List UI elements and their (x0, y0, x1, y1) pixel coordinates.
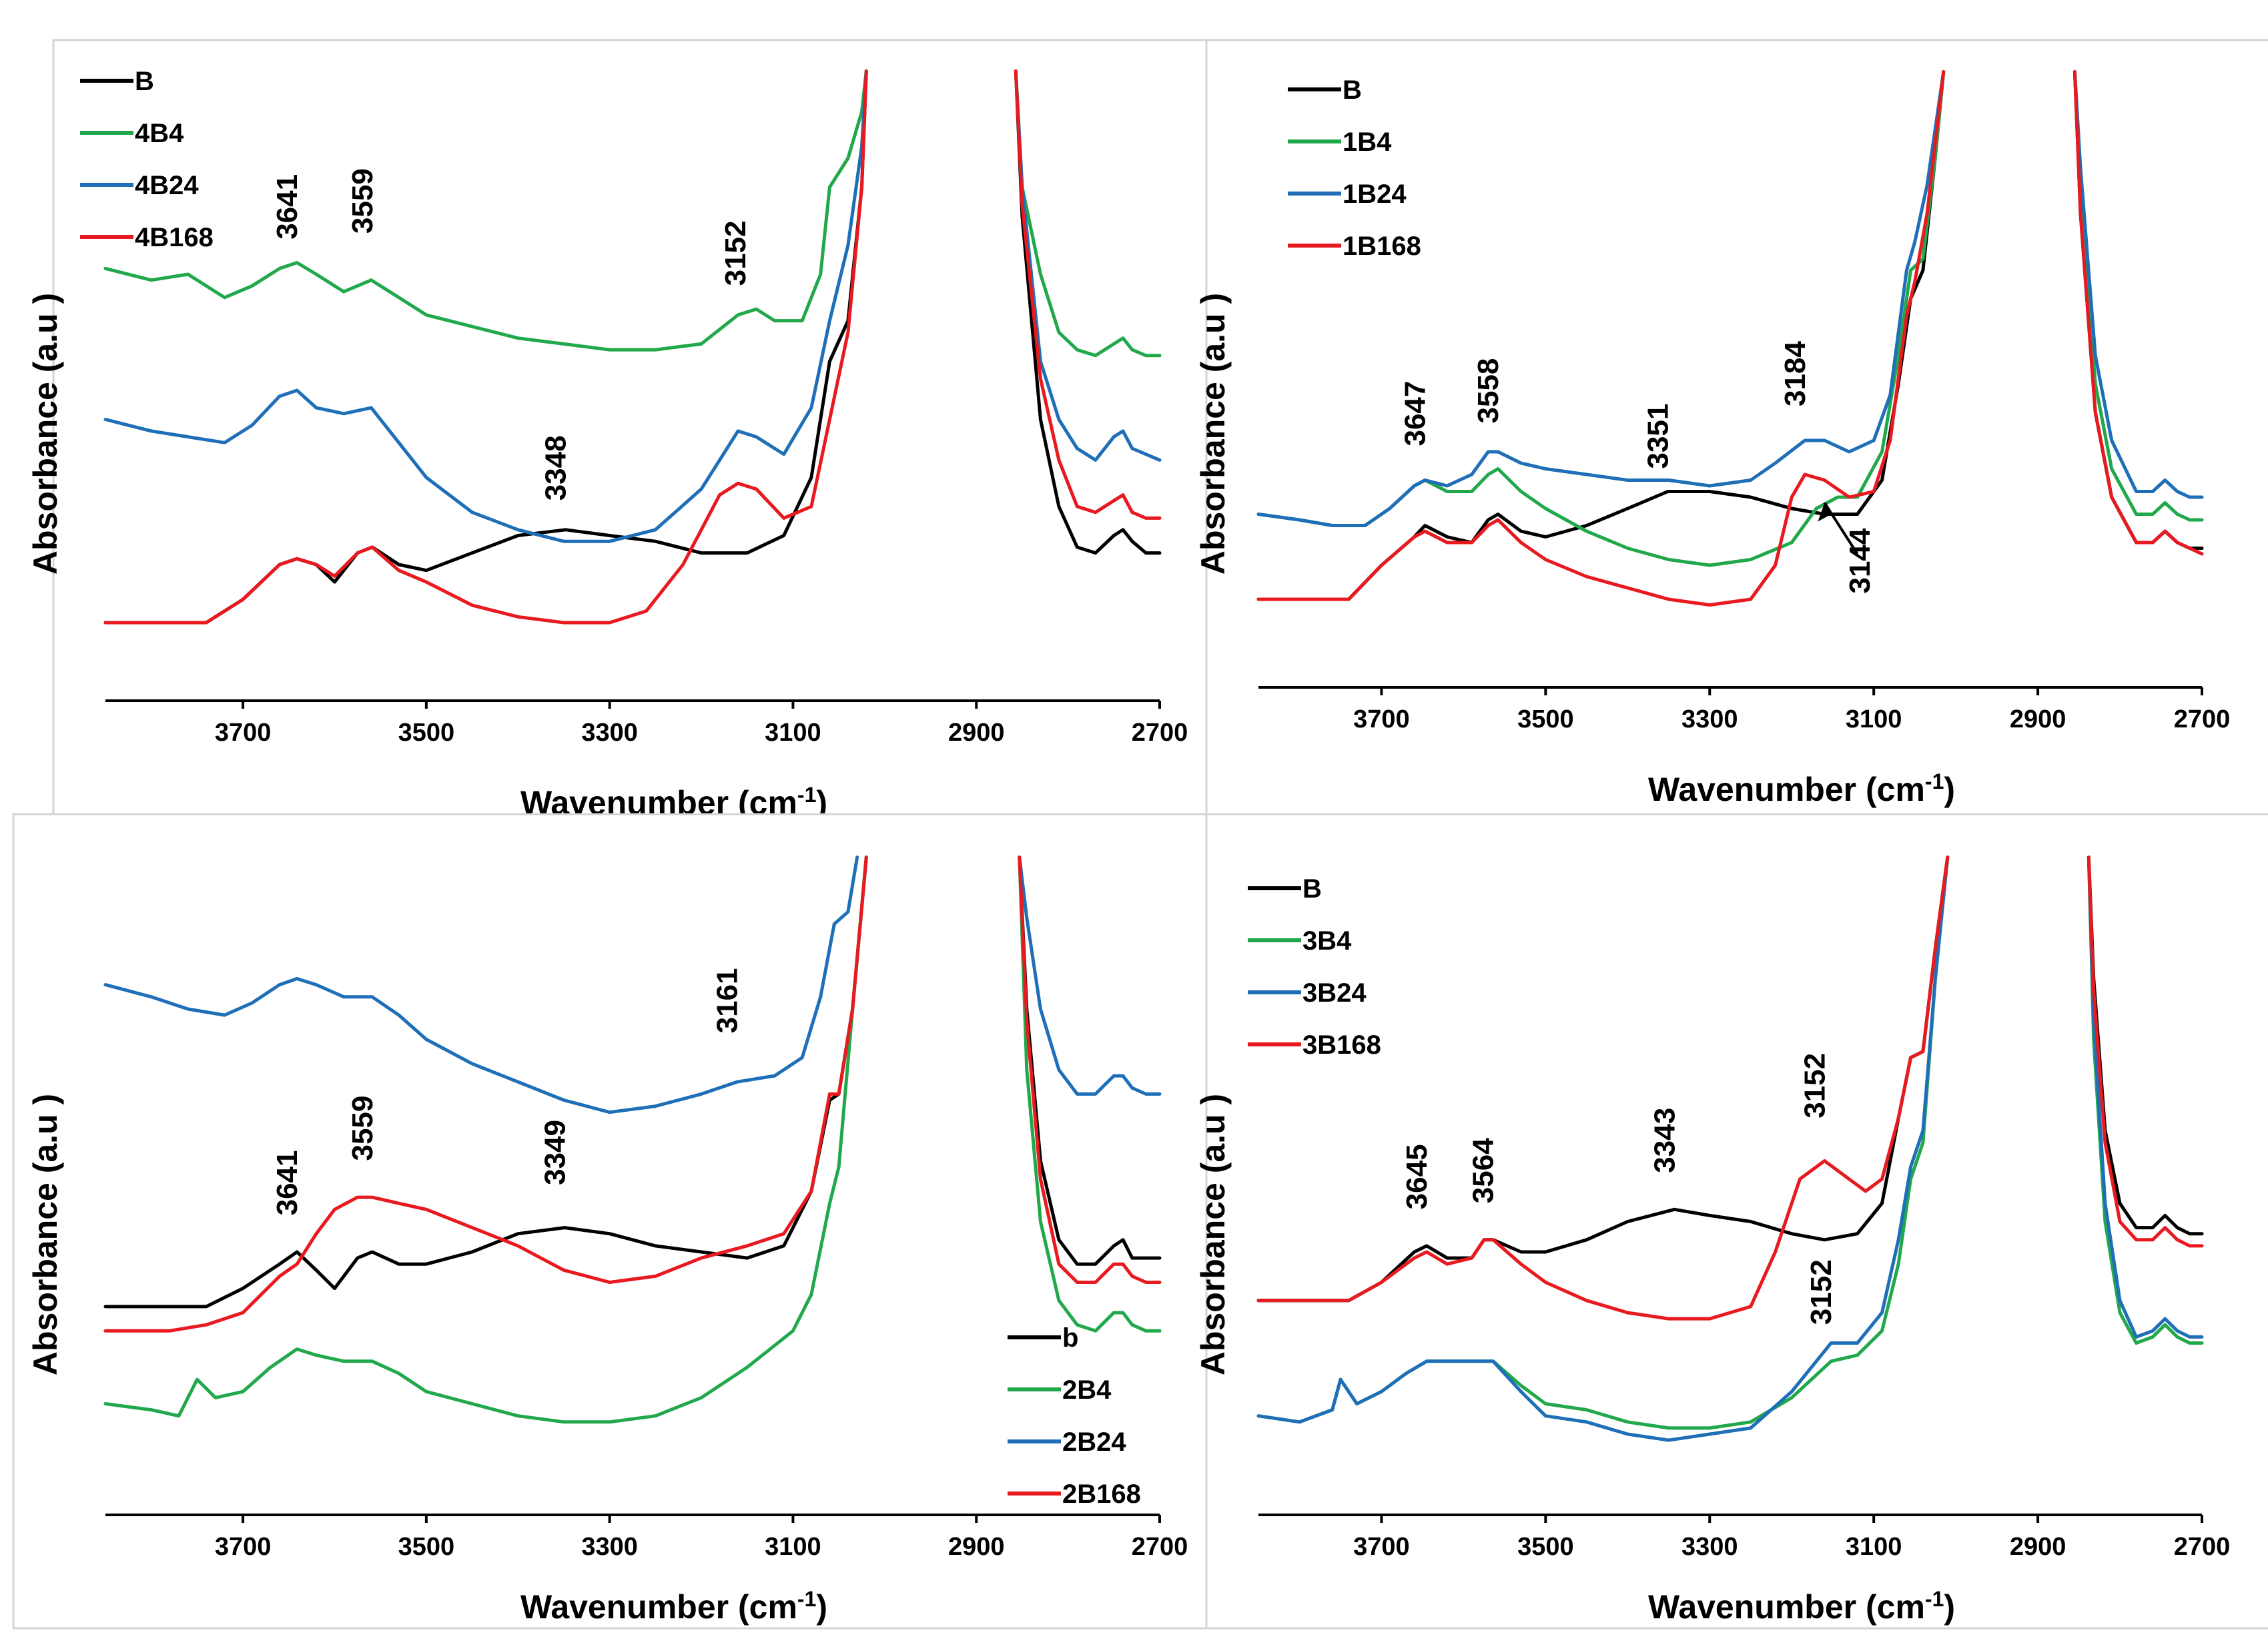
peak-label-3647: 3647 (1399, 381, 1432, 446)
x-tick-label: 2900 (948, 719, 1005, 747)
series-line-2B168-tail (1018, 856, 1162, 1284)
x-tick-label: 3100 (1846, 1533, 1902, 1561)
peak-label-3558: 3558 (1472, 358, 1505, 424)
peak-label-3351: 3351 (1642, 404, 1675, 469)
x-tick-label: 3500 (398, 1533, 455, 1561)
series-line-2B24 (103, 856, 859, 1114)
x-tick-label: 3500 (1517, 1533, 1574, 1561)
series-line-1B24-tail (2072, 70, 2204, 499)
series-line-B-tail (1014, 69, 1162, 555)
peak-label-3152: 3152 (1805, 1259, 1838, 1325)
x-tick-label: 3700 (1353, 1533, 1410, 1561)
series-line-1B24 (1256, 70, 1946, 527)
x-tick-label: 3500 (1517, 705, 1574, 733)
peak-label-3641: 3641 (271, 174, 304, 240)
panel-frame (1205, 39, 2268, 815)
x-tick-label: 3700 (215, 1533, 272, 1561)
legend-label-3B24: 3B24 (1302, 978, 1367, 1008)
x-axis-title: Wavenumber (cm-1) (520, 1587, 827, 1626)
peak-label-3645: 3645 (1401, 1144, 1433, 1209)
y-axis-title: Absorbance (a.u ) (27, 293, 64, 575)
series-line-1B168-tail (2072, 70, 2204, 556)
x-tick-label: 3100 (1846, 705, 1902, 733)
legend-label-B: B (135, 67, 154, 96)
x-axis-title: Wavenumber (cm-1) (1648, 769, 1955, 808)
x-tick-label: 2900 (2010, 1533, 2066, 1561)
series-line-4B168-tail (1014, 69, 1162, 520)
chart-panel-2: 3700 3500 3300 3100 2900 2700 Wavenumber (cm-1… (1194, 39, 2268, 815)
x-tick-label: 3700 (1353, 705, 1410, 733)
x-axis-title: Wavenumber (cm-1) (1648, 1587, 1955, 1626)
series-line-2B4 (103, 856, 868, 1424)
legend-label-b: b (1062, 1323, 1078, 1353)
x-tick-label: 3300 (581, 1533, 638, 1561)
legend-label-2B24: 2B24 (1062, 1427, 1126, 1457)
x-tick-label: 3300 (581, 719, 638, 747)
x-tick-label: 2700 (1132, 719, 1188, 747)
x-tick-label: 3500 (398, 719, 455, 747)
legend-label-1B168: 1B168 (1343, 232, 1421, 261)
legend-label-2B168: 2B168 (1062, 1479, 1141, 1509)
panel-frame (52, 39, 1209, 815)
series-line-3B24-tail (2087, 856, 2204, 1339)
x-tick-label: 2700 (2174, 705, 2231, 733)
legend-label-B: B (1302, 874, 1322, 904)
x-tick-label: 2900 (2010, 705, 2066, 733)
x-tick-label: 3700 (215, 719, 272, 747)
peak-label-3161: 3161 (711, 968, 744, 1034)
legend-label-1B24: 1B24 (1343, 180, 1407, 209)
legend-label-4B168: 4B168 (135, 223, 214, 252)
chart-panel-3: 3700 3500 3300 3100 2900 2700 Wavenumber (cm-1… (12, 813, 1209, 1630)
legend-label-3B168: 3B168 (1302, 1030, 1381, 1060)
series-line-3B168 (1256, 856, 1950, 1321)
peak-label-3641: 3641 (271, 1150, 304, 1216)
x-tick-label: 2900 (948, 1533, 1005, 1561)
series-line-1B4-tail (2072, 70, 2204, 522)
peak-label-3559: 3559 (346, 1096, 379, 1161)
series-line-3B168-tail (2087, 856, 2204, 1248)
x-tick-label: 3100 (765, 1533, 821, 1561)
x-tick-label: 3300 (1681, 705, 1738, 733)
series-line-4B4 (103, 69, 868, 352)
legend-label-1B4: 1B4 (1343, 127, 1392, 157)
y-axis-title: Absorbance (a.u ) (1194, 293, 1232, 575)
peak-label-3184: 3184 (1779, 341, 1812, 406)
series-line-2B24-tail (1018, 856, 1162, 1096)
chart-panel-4: 3700 3500 3300 3100 2900 2700 Wavenumber (cm-1… (1194, 813, 2268, 1630)
legend-label-B: B (1343, 75, 1362, 105)
y-axis-title: Absorbance (a.u ) (27, 1094, 64, 1375)
legend-label-4B4: 4B4 (135, 119, 184, 148)
legend-label-4B24: 4B24 (135, 171, 199, 200)
x-tick-label: 2700 (2174, 1533, 2231, 1561)
x-tick-label: 2700 (1132, 1533, 1188, 1561)
series-line-4B24-tail (1014, 69, 1162, 462)
peak-label-3152: 3152 (1798, 1053, 1831, 1118)
peak-label-3348: 3348 (540, 435, 573, 501)
peak-label-3343: 3343 (1648, 1108, 1681, 1173)
series-line-4B24 (103, 69, 868, 543)
series-line-2B168 (103, 856, 868, 1333)
y-axis-title: Absorbance (a.u ) (1194, 1094, 1232, 1375)
series-line-2B4-tail (1018, 856, 1162, 1333)
series-line-4B4-tail (1014, 69, 1162, 358)
peak-label-3152: 3152 (719, 221, 752, 286)
series-line-3B24 (1256, 856, 1950, 1442)
x-tick-label: 3300 (1681, 1533, 1738, 1561)
peak-label-3559: 3559 (346, 168, 379, 234)
series-line-4B168 (103, 69, 868, 625)
arrow-head (1818, 503, 1833, 522)
legend-label-3B4: 3B4 (1302, 926, 1352, 956)
legend-label-2B4: 2B4 (1062, 1375, 1112, 1405)
peak-label-3349: 3349 (538, 1120, 571, 1185)
peak-label-3564: 3564 (1467, 1138, 1500, 1203)
series-line-1B168 (1256, 70, 1946, 607)
x-tick-label: 3100 (765, 719, 821, 747)
